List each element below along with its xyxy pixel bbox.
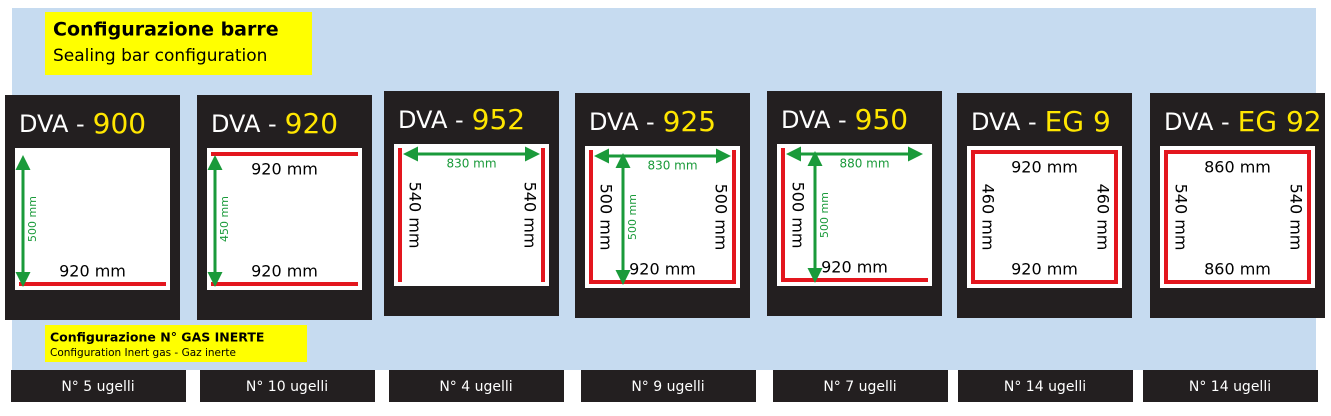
machine-prefix: DVA - — [1164, 108, 1230, 136]
width-label: 830 mm — [647, 159, 697, 173]
tray — [777, 144, 932, 286]
nozzle-bar — [1143, 370, 1318, 402]
dimension-label: 500 mm — [712, 184, 731, 251]
title: Configurazione barre — [53, 19, 279, 41]
nozzle-bar — [200, 370, 375, 402]
nozzle-bar — [11, 370, 186, 402]
dimension-label: 540 mm — [1172, 184, 1191, 251]
dimension-label: 500 mm — [597, 184, 616, 251]
nozzle-bar — [958, 370, 1133, 402]
dimension-label: 920 mm — [629, 260, 696, 279]
machine-name: DVA - EG 9 — [971, 105, 1111, 138]
nozzle-bar — [389, 370, 564, 402]
dimension-label: 500 mm — [789, 182, 808, 249]
nozzle-label: N° 7 ugelli — [823, 379, 896, 395]
dimension-label: 860 mm — [1204, 158, 1271, 177]
width-label: 830 mm — [446, 157, 496, 171]
tray — [1160, 146, 1315, 288]
nozzle-label: N° 10 ugelli — [246, 379, 328, 395]
tray — [585, 146, 740, 288]
machine-panel: DVA - 900 920 mm 500 mm — [5, 95, 180, 320]
machine-panel: DVA - EG 9 920 mm 920 mm 460 mm 460 mm — [957, 93, 1132, 318]
dimension-label: 460 mm — [979, 184, 998, 251]
tray — [207, 148, 362, 290]
machine-model: EG 92 — [1238, 105, 1322, 138]
machine-panel: DVA - 950 920 mm 500 mm 880 mm 500 mm — [767, 91, 942, 316]
machine-model: 900 — [93, 107, 146, 140]
machine-model: EG 9 — [1045, 105, 1111, 138]
machine-model: 952 — [472, 103, 525, 136]
dimension-label: 920 mm — [1011, 158, 1078, 177]
dimension-label: 860 mm — [1204, 260, 1271, 279]
machine-prefix: DVA - — [589, 108, 655, 136]
dimension-label: 920 mm — [251, 262, 318, 281]
nozzle-bar — [773, 370, 948, 402]
nozzle-label: N° 5 ugelli — [61, 379, 134, 395]
machine-panel: DVA - 920 920 mm 920 mm 450 mm — [197, 95, 372, 320]
tray — [967, 146, 1122, 288]
tray — [394, 144, 549, 286]
width-label: 880 mm — [839, 157, 889, 171]
machine-model: 950 — [855, 103, 908, 136]
machine-name: DVA - 950 — [781, 103, 908, 136]
nozzle-label: N° 14 ugelli — [1189, 379, 1271, 395]
machine-name: DVA - EG 92 — [1164, 105, 1322, 138]
dimension-label: 920 mm — [821, 258, 888, 277]
height-label: 500 mm — [626, 194, 639, 240]
height-label: 500 mm — [26, 196, 39, 242]
height-label: 500 mm — [818, 192, 831, 238]
machine-panel: DVA - 925 920 mm 500 mm 500 mm 830 mm 500 mm — [575, 93, 750, 318]
subtitle: Sealing bar configuration — [53, 46, 267, 66]
dimension-label: 540 mm — [1287, 184, 1306, 251]
nozzle-label: N° 4 ugelli — [439, 379, 512, 395]
gas-title: Configurazione N° GAS INERTE — [50, 330, 264, 345]
machine-model: 920 — [285, 107, 338, 140]
height-label: 450 mm — [218, 196, 231, 242]
machine-name: DVA - 920 — [211, 107, 338, 140]
dimension-label: 920 mm — [59, 262, 126, 281]
machine-name: DVA - 900 — [19, 107, 146, 140]
dimension-label: 920 mm — [251, 160, 318, 179]
machine-prefix: DVA - — [19, 110, 85, 138]
machine-name: DVA - 952 — [398, 103, 525, 136]
gas-subtitle: Configuration Inert gas - Gaz inerte — [50, 347, 236, 359]
title-box — [45, 12, 312, 75]
tray — [15, 148, 170, 290]
nozzle-label: N° 14 ugelli — [1004, 379, 1086, 395]
machine-name: DVA - 925 — [589, 105, 716, 138]
dimension-label: 460 mm — [1094, 184, 1113, 251]
machine-panel: DVA - 952 540 mm 540 mm 830 mm — [384, 91, 559, 316]
dimension-label: 920 mm — [1011, 260, 1078, 279]
machine-prefix: DVA - — [781, 106, 847, 134]
machine-prefix: DVA - — [398, 106, 464, 134]
machine-prefix: DVA - — [971, 108, 1037, 136]
dimension-label: 540 mm — [406, 182, 425, 249]
nozzle-bar — [581, 370, 756, 402]
gas-box — [45, 325, 307, 362]
dimension-label: 540 mm — [521, 182, 540, 249]
machine-prefix: DVA - — [211, 110, 277, 138]
machine-model: 925 — [663, 105, 716, 138]
nozzle-label: N° 9 ugelli — [631, 379, 704, 395]
machine-panel: DVA - EG 92 860 mm 860 mm 540 mm 540 mm — [1150, 93, 1325, 318]
